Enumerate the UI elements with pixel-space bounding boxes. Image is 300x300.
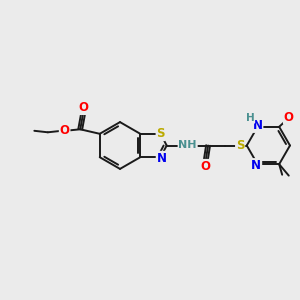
Text: O: O bbox=[201, 160, 211, 173]
Text: O: O bbox=[284, 111, 294, 124]
Text: S: S bbox=[156, 127, 165, 140]
Text: N: N bbox=[253, 119, 262, 132]
Text: NH: NH bbox=[178, 140, 197, 151]
Text: O: O bbox=[60, 124, 70, 137]
Text: S: S bbox=[236, 139, 244, 152]
Text: N: N bbox=[251, 159, 261, 172]
Text: O: O bbox=[78, 101, 88, 114]
Text: H: H bbox=[246, 113, 254, 123]
Text: N: N bbox=[157, 152, 166, 165]
